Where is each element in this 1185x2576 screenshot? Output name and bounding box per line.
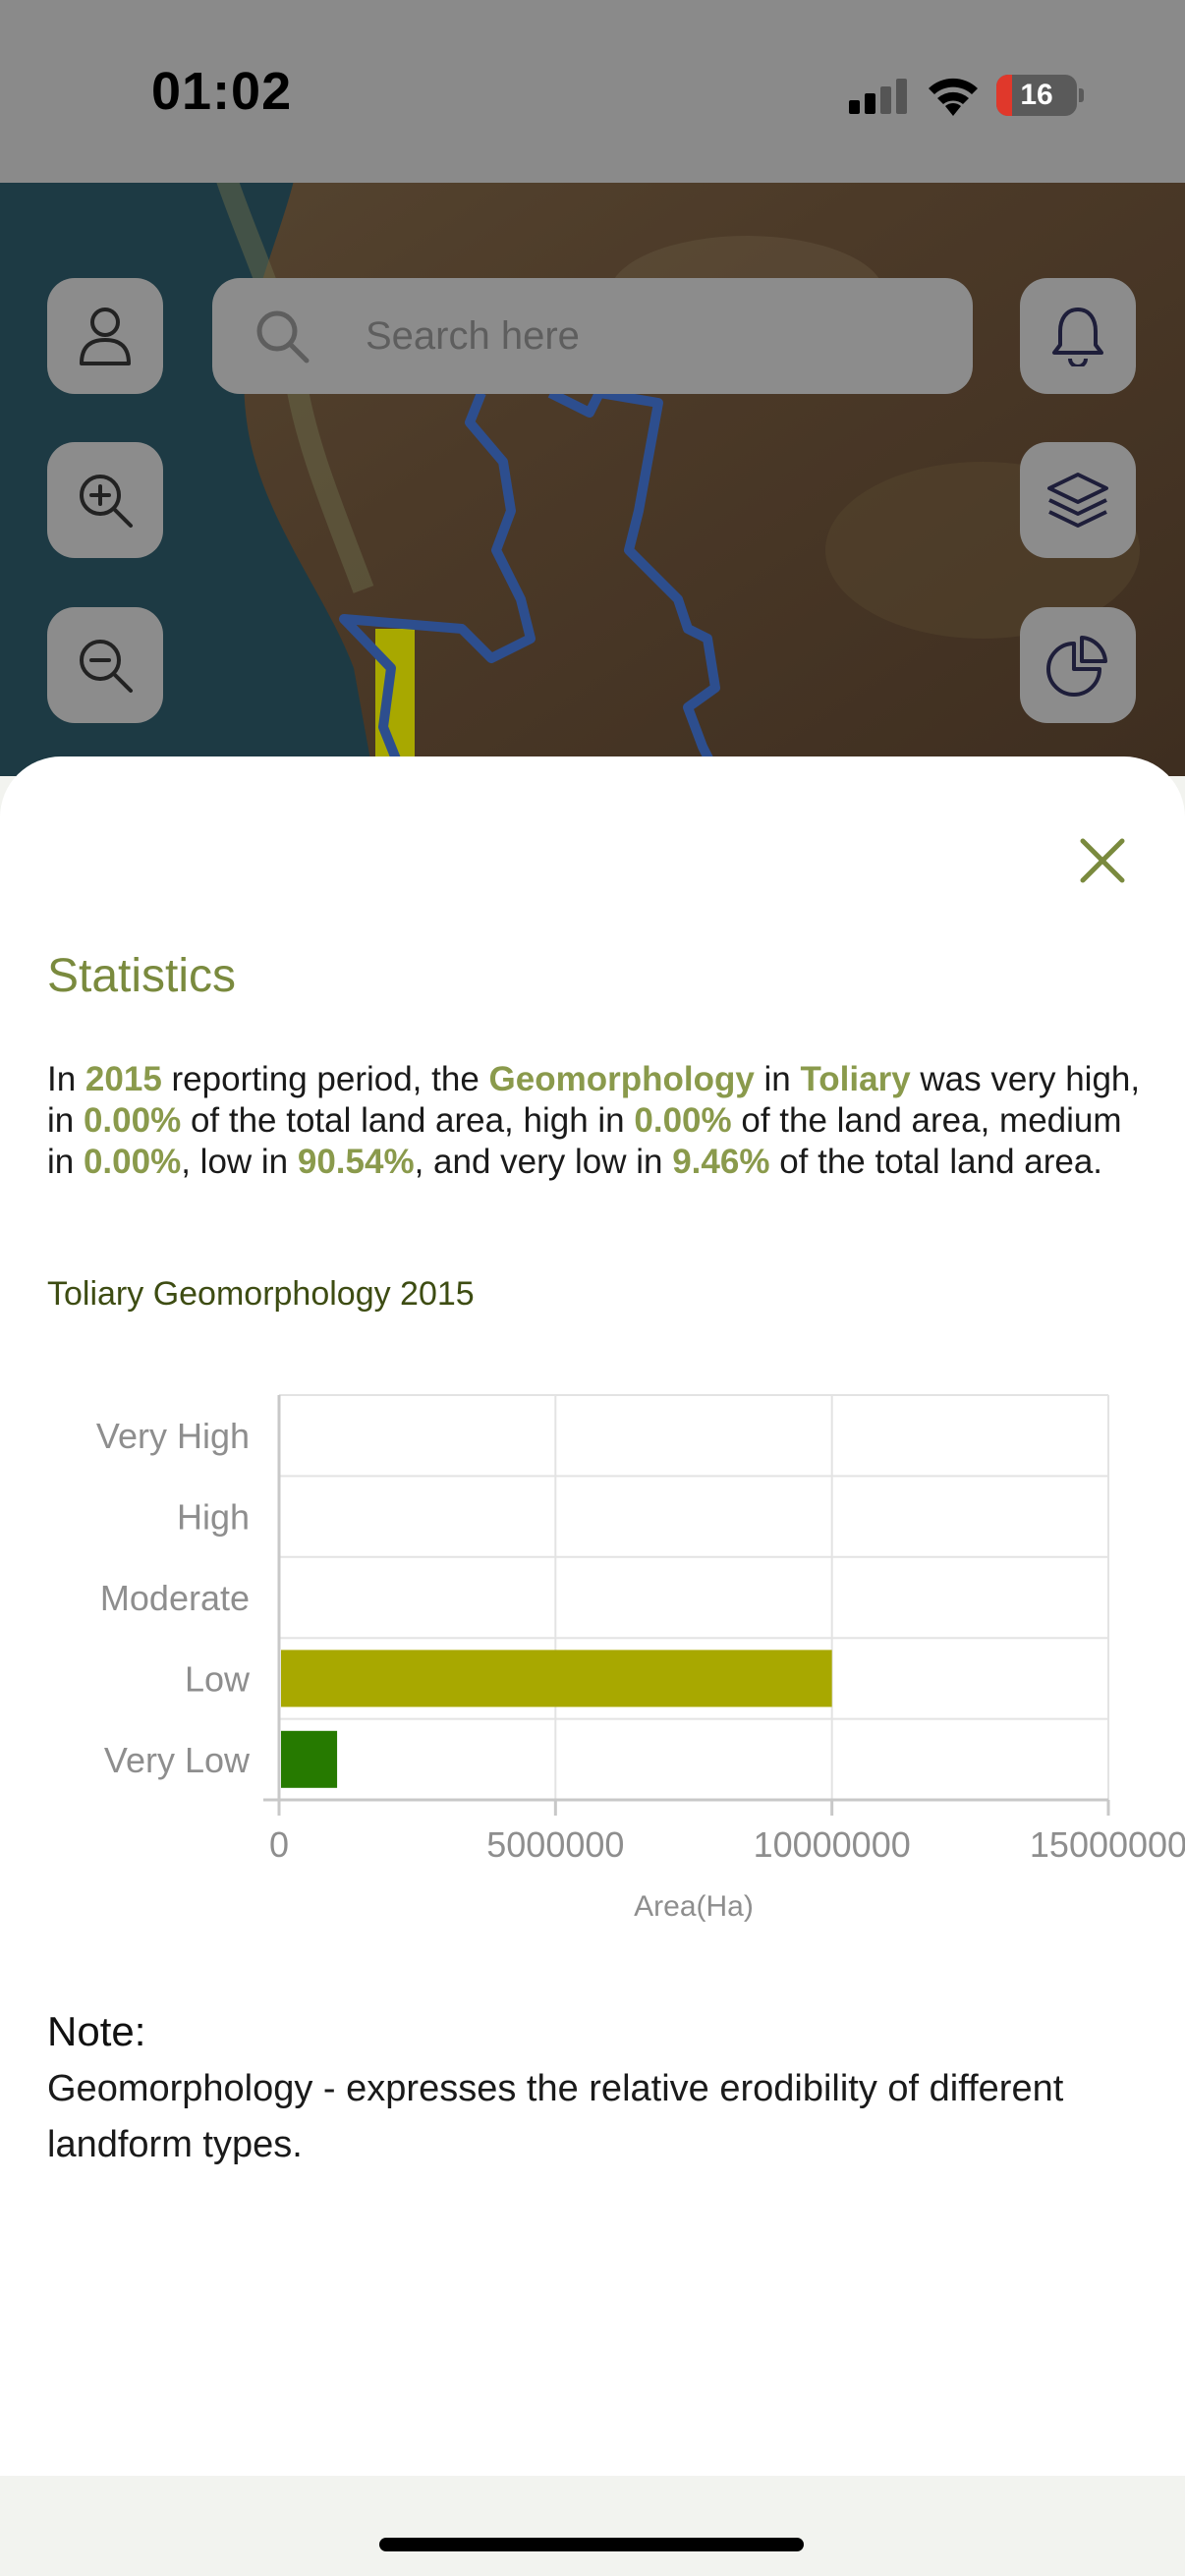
note-heading: Note: <box>47 2008 146 2054</box>
region-boundary <box>339 391 536 776</box>
close-icon[interactable] <box>1075 833 1130 888</box>
statistics-summary: In 2015 reporting period, the Geomorphol… <box>47 1060 1141 1181</box>
bottom-bar <box>0 2476 1185 2576</box>
summary-very-high: 0.00% <box>83 1101 182 1140</box>
statistics-button[interactable] <box>1020 607 1136 723</box>
y-category-label: Very Low <box>104 1740 251 1780</box>
battery-indicator: 16 <box>996 75 1077 116</box>
summary-indicator: Geomorphology <box>488 1060 755 1098</box>
summary-low: 90.54% <box>297 1143 415 1181</box>
wifi-icon <box>929 78 978 116</box>
panel-title: Statistics <box>47 950 237 1002</box>
search-input[interactable] <box>366 300 935 372</box>
zoom-out-button[interactable] <box>47 607 163 723</box>
search-icon <box>256 310 310 364</box>
layers-button[interactable] <box>1020 442 1136 558</box>
bell-icon <box>1052 308 1103 366</box>
x-tick-label: 10000000 <box>754 1824 911 1865</box>
x-tick-label: 5000000 <box>486 1824 624 1865</box>
y-category-label: High <box>177 1497 250 1538</box>
status-bar: 01:02 16 <box>0 0 1185 183</box>
pie-chart-icon <box>1046 636 1107 697</box>
y-category-label: Moderate <box>100 1578 250 1618</box>
summary-high: 0.00% <box>634 1101 732 1140</box>
cellular-signal-icon <box>849 79 907 114</box>
note-text: Geomorphology - expresses the relative e… <box>47 2068 1064 2165</box>
x-axis-title: Area(Ha) <box>634 1890 754 1923</box>
profile-button[interactable] <box>47 278 163 394</box>
chart-title: Toliary Geomorphology 2015 <box>47 1275 475 1313</box>
zoom-in-button[interactable] <box>47 442 163 558</box>
layers-icon <box>1047 473 1108 528</box>
zoom-out-icon <box>80 640 133 693</box>
x-tick-label: 15000000 <box>1030 1824 1185 1865</box>
notifications-button[interactable] <box>1020 278 1136 394</box>
bar-low <box>281 1650 832 1708</box>
summary-region: Toliary <box>800 1060 911 1098</box>
y-category-label: Low <box>185 1658 251 1699</box>
y-category-label: Very High <box>96 1416 250 1456</box>
battery-level: 16 <box>1020 79 1053 111</box>
x-tick-label: 0 <box>269 1824 289 1865</box>
profile-icon <box>80 308 131 365</box>
statistics-sheet <box>0 756 1185 2476</box>
geomorphology-bar-chart: 0 5000000 10000000 15000000 Very High High Mod… <box>96 1394 1185 1923</box>
summary-year: 2015 <box>85 1060 162 1098</box>
search-bar[interactable] <box>212 278 973 394</box>
summary-very-low: 9.46% <box>672 1143 770 1181</box>
home-indicator[interactable] <box>379 2538 804 2551</box>
summary-medium: 0.00% <box>83 1143 182 1181</box>
status-time: 01:02 <box>151 62 293 121</box>
battery-tip <box>1079 88 1084 102</box>
bar-very-low <box>281 1730 338 1788</box>
zoom-in-icon <box>80 475 133 528</box>
